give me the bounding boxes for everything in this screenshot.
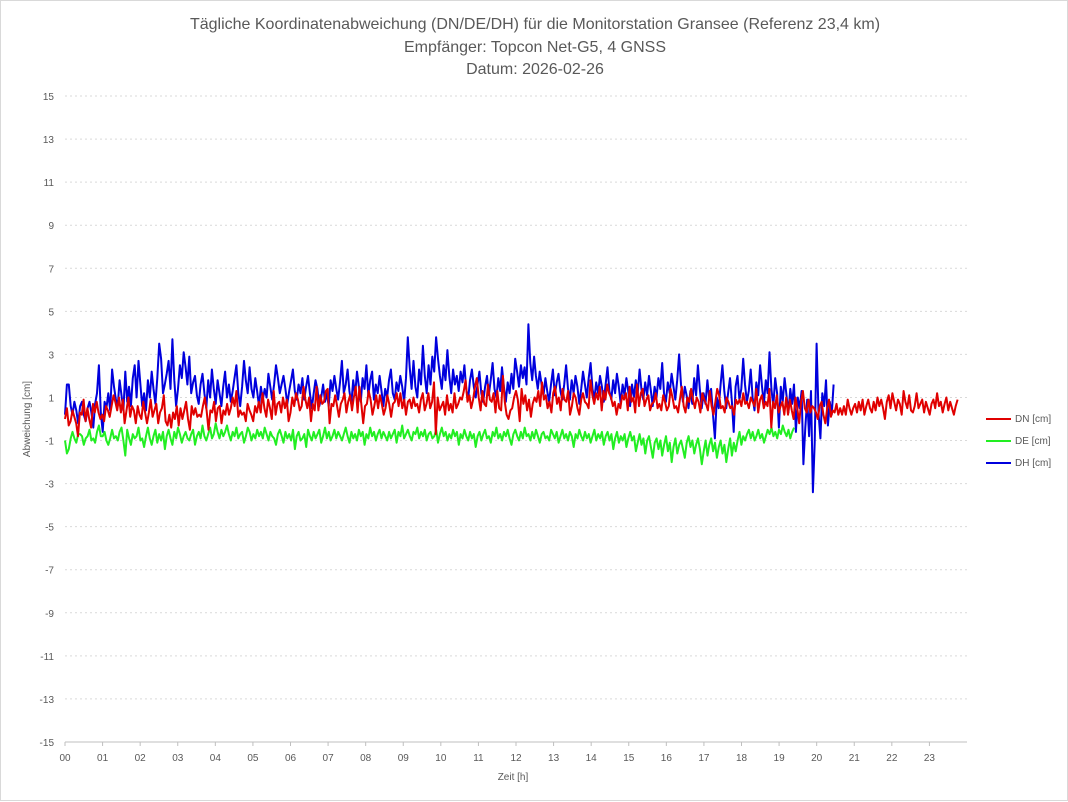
x-tick-label: 11	[473, 753, 484, 764]
x-tick-label: 02	[135, 753, 147, 764]
x-tick-label: 19	[774, 753, 786, 764]
y-tick-label: 15	[43, 92, 55, 103]
title-line-3: Datum: 2026-02-26	[466, 61, 604, 78]
legend-label-de: DE [cm]	[1015, 436, 1051, 447]
x-tick-label: 18	[736, 753, 748, 764]
y-tick-label: -13	[40, 695, 55, 706]
y-tick-label: -9	[45, 609, 54, 620]
y-tick-label: -7	[45, 566, 54, 577]
legend-label-dh: DH [cm]	[1015, 458, 1051, 469]
y-tick-label: -3	[45, 480, 54, 491]
x-tick-label: 03	[172, 753, 184, 764]
x-axis-ticks: 00 01 02 03 04 05 06 07 08 09 10 11 12 13 14 15 16 17 18 19…	[59, 742, 935, 764]
x-tick-label: 06	[285, 753, 297, 764]
y-tick-label: 11	[44, 178, 55, 189]
x-tick-label: 14	[586, 753, 598, 764]
x-tick-label: 09	[398, 753, 410, 764]
x-tick-label: 22	[886, 753, 898, 764]
x-tick-label: 04	[210, 753, 222, 764]
x-tick-label: 17	[698, 753, 710, 764]
x-tick-label: 00	[59, 753, 71, 764]
x-tick-label: 20	[811, 753, 823, 764]
x-axis-title: Zeit [h]	[498, 772, 529, 783]
y-tick-label: 7	[48, 264, 54, 275]
x-tick-label: 21	[849, 753, 861, 764]
x-tick-label: 23	[924, 753, 936, 764]
title-line-2: Empfänger: Topcon Net-G5, 4 GNSS	[404, 39, 666, 56]
y-tick-label: -11	[40, 652, 54, 663]
y-axis-ticks: 15 13 11 9 7 5 3 1 -1 -3 -5 -7 -9 -11 -13 -15	[40, 92, 55, 749]
x-tick-label: 12	[510, 753, 522, 764]
y-tick-label: -15	[40, 738, 55, 749]
y-axis-title: Abweichung [cm]	[22, 381, 33, 457]
legend: DN [cm] DE [cm] DH [cm]	[986, 414, 1051, 469]
y-tick-label: -5	[45, 523, 54, 534]
x-tick-label: 08	[360, 753, 372, 764]
x-tick-label: 16	[661, 753, 673, 764]
y-tick-label: 3	[48, 350, 54, 361]
series-lines	[64, 323, 959, 494]
y-tick-label: -1	[45, 437, 54, 448]
series-line-de	[64, 422, 796, 466]
x-tick-label: 07	[323, 753, 335, 764]
x-tick-label: 05	[247, 753, 259, 764]
x-tick-label: 15	[623, 753, 635, 764]
x-tick-label: 10	[435, 753, 447, 764]
x-tick-label: 13	[548, 753, 560, 764]
y-tick-label: 13	[43, 135, 55, 146]
series-line-dn	[64, 374, 959, 438]
y-tick-label: 5	[48, 307, 54, 318]
y-tick-label: 1	[48, 393, 54, 404]
chart-title: Tägliche Koordinatenabweichung (DN/DE/DH…	[190, 16, 880, 78]
title-line-1: Tägliche Koordinatenabweichung (DN/DE/DH…	[190, 16, 880, 33]
y-tick-label: 9	[48, 221, 54, 232]
legend-label-dn: DN [cm]	[1015, 414, 1051, 425]
grid	[65, 95, 967, 743]
x-tick-label: 01	[97, 753, 109, 764]
